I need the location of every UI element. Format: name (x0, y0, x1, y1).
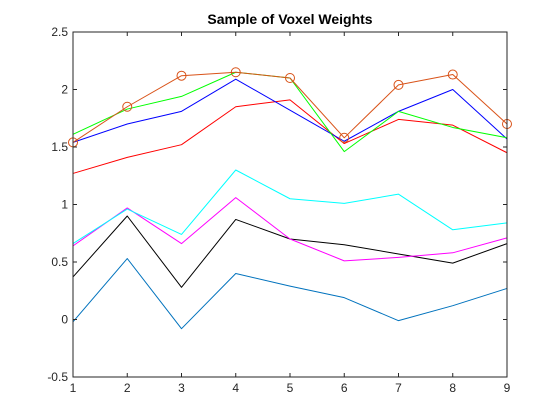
series-8-marker (230, 67, 241, 78)
x-axis: 1 2 3 4 5 6 7 8 9 (70, 32, 511, 395)
x-tick-label: 8 (449, 381, 456, 395)
series-8-marker (339, 132, 350, 143)
series-8-marker (285, 73, 295, 83)
series-8-marker (393, 79, 404, 90)
x-tick-label: 2 (124, 381, 131, 395)
y-tick-label: 2.5 (51, 25, 68, 39)
y-tick-label: 0 (61, 313, 68, 327)
series-line-1 (72, 258, 508, 330)
plot-area-border (72, 31, 508, 378)
y-tick-label: 1 (61, 198, 68, 212)
y-axis: -0.5 0 0.5 1 1.5 2 2.5 (47, 25, 507, 384)
series-8-marker (447, 69, 458, 80)
series-line-7 (72, 71, 508, 153)
x-tick-label: 3 (178, 381, 185, 395)
series-8-marker (122, 101, 133, 112)
x-tick-label: 7 (395, 381, 402, 395)
series-layer (68, 67, 512, 330)
x-tick-label: 6 (341, 381, 348, 395)
series-line-2 (72, 215, 508, 288)
x-tick-label: 9 (504, 381, 511, 395)
series-line-4 (72, 169, 508, 245)
y-tick-label: 2 (61, 83, 68, 97)
y-tick-label: 1.5 (51, 140, 68, 154)
series-8-marker (176, 70, 187, 81)
x-tick-label: 4 (232, 381, 239, 395)
series-line-3 (72, 197, 508, 262)
series-line-5 (72, 99, 508, 174)
series-line-8 (72, 71, 508, 143)
y-tick-label: 0.5 (51, 255, 68, 269)
series-line-6 (72, 78, 508, 143)
chart-title: Sample of Voxel Weights (207, 11, 372, 27)
x-tick-label: 5 (287, 381, 294, 395)
y-tick-label: -0.5 (47, 370, 68, 384)
x-tick-label: 1 (70, 381, 77, 395)
